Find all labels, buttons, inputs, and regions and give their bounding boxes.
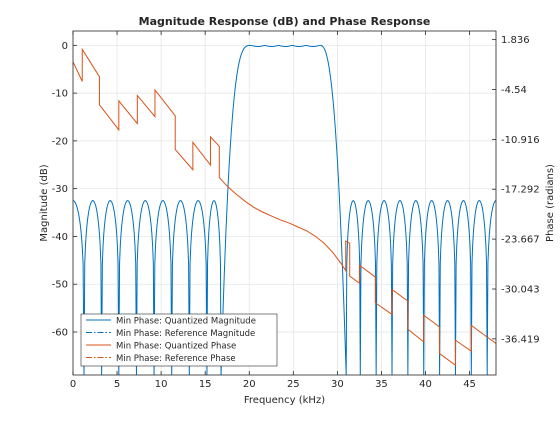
x-tick-label: 20 [243,379,256,390]
y-right-tick-label: -36.419 [501,334,540,345]
x-tick-label: 40 [419,379,432,390]
y-left-tick-label: -60 [52,328,68,339]
x-tick-label: 0 [70,379,76,390]
legend-label-reference-magnitude: Min Phase: Reference Magnitude [116,329,255,339]
x-tick-label: 10 [155,379,168,390]
y-axis-label-right: Phase (radians) [545,164,556,242]
legend-label-reference-phase: Min Phase: Reference Phase [116,354,236,364]
chart-title: Magnitude Response (dB) and Phase Respon… [139,15,431,28]
x-tick-label: 30 [331,379,344,390]
legend-entry-reference-phase: Min Phase: Reference Phase [86,354,236,364]
grid [72,31,496,375]
x-tick-label: 5 [114,379,120,390]
ticks: 0 5 10 15 20 25 30 35 40 45 0 -10 -20 -30 -40 -50 -60 1.8… [52,31,540,390]
series-quantized-phase [73,47,496,367]
legend-box [80,313,278,367]
y-right-tick-label: -17.292 [501,185,540,196]
y-left-tick-label: -20 [52,136,68,147]
series-layer [73,44,496,375]
y-right-tick-label: -30.043 [501,284,540,295]
legend: Min Phase: Quantized Magnitude Min Phase… [80,313,278,367]
y-right-tick-label: -10.916 [501,135,540,146]
legend-entry-quantized-phase: Min Phase: Quantized Phase [86,342,236,352]
legend-entry-quantized-magnitude: Min Phase: Quantized Magnitude [86,317,256,327]
y-right-tick-label: 1.836 [501,35,530,46]
y-left-tick-label: -50 [52,280,68,291]
plot-frame [72,30,497,376]
y-axis-label-left: Magnitude (dB) [39,164,50,241]
x-tick-label: 45 [463,379,476,390]
x-tick-label: 35 [375,379,388,390]
x-axis-label: Frequency (kHz) [244,395,325,406]
legend-label-quantized-phase: Min Phase: Quantized Phase [116,342,236,352]
y-left-tick-label: -10 [52,89,68,100]
legend-entry-reference-magnitude: Min Phase: Reference Magnitude [86,329,255,339]
legend-label-quantized-magnitude: Min Phase: Quantized Magnitude [116,317,256,327]
x-tick-label: 15 [199,379,212,390]
y-left-tick-label: -30 [52,184,68,195]
y-right-tick-label: -23.667 [501,235,540,246]
x-tick-label: 25 [287,379,300,390]
y-left-tick-label: 0 [62,41,68,52]
y-right-tick-label: -4.54 [501,85,527,96]
y-left-tick-label: -40 [52,232,68,243]
series-quantized-magnitude [73,44,496,375]
